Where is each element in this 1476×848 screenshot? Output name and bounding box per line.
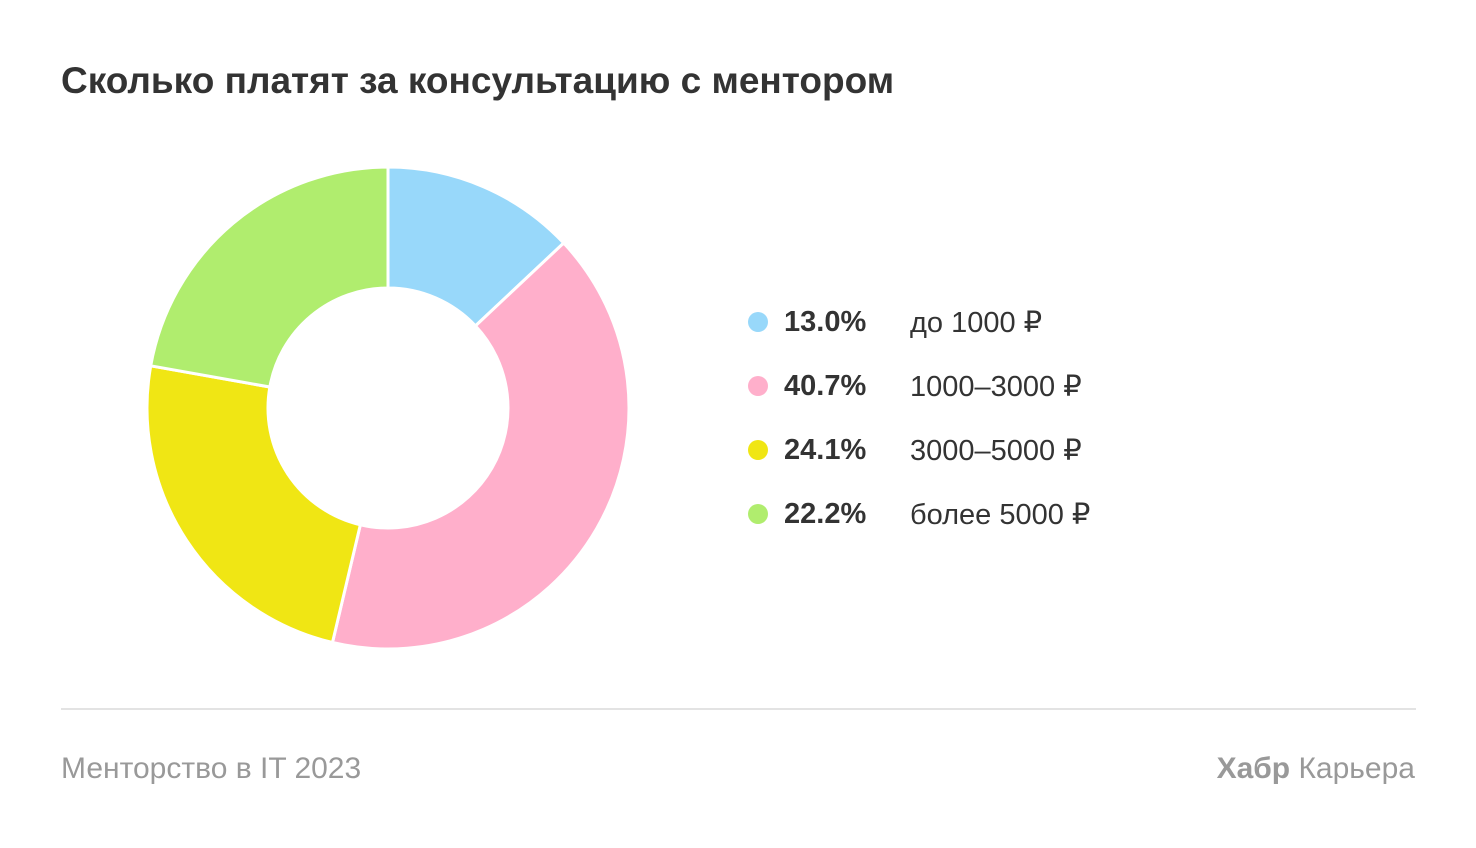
brand-name-rest: Карьера xyxy=(1290,752,1415,785)
source-label: Менторство в IT 2023 xyxy=(61,752,362,785)
chart-title: Сколько платят за консультацию с менторо… xyxy=(61,60,895,101)
donut-slice xyxy=(148,165,390,389)
legend-item: 40.7% 1000–3000 ₽ xyxy=(748,354,1090,418)
legend-item: 22.2% более 5000 ₽ xyxy=(748,482,1090,546)
legend-item: 24.1% 3000–5000 ₽ xyxy=(748,418,1090,482)
donut-slice xyxy=(145,364,363,645)
legend-swatch xyxy=(748,504,768,524)
legend-percent: 40.7% xyxy=(784,369,867,402)
legend-percent: 24.1% xyxy=(784,433,867,466)
legend-item: 13.0% до 1000 ₽ xyxy=(748,290,1090,354)
legend-label: более 5000 ₽ xyxy=(910,498,1091,531)
legend-label: 1000–3000 ₽ xyxy=(910,370,1082,403)
donut-chart xyxy=(145,165,631,651)
footer-divider xyxy=(61,708,1416,710)
legend-percent: 22.2% xyxy=(784,497,867,530)
legend-label: до 1000 ₽ xyxy=(910,306,1043,339)
legend-percent: 13.0% xyxy=(784,305,867,338)
donut-slice xyxy=(330,240,631,651)
legend-swatch xyxy=(748,440,768,460)
donut-slice xyxy=(386,165,566,328)
brand-logo: Хабр Карьера xyxy=(1217,752,1415,786)
legend-label: 3000–5000 ₽ xyxy=(910,434,1082,467)
brand-name-bold: Хабр xyxy=(1216,752,1291,785)
legend-swatch xyxy=(748,376,768,396)
legend-swatch xyxy=(748,312,768,332)
chart-legend: 13.0% до 1000 ₽ 40.7% 1000–3000 ₽ 24.1% … xyxy=(748,290,1090,546)
